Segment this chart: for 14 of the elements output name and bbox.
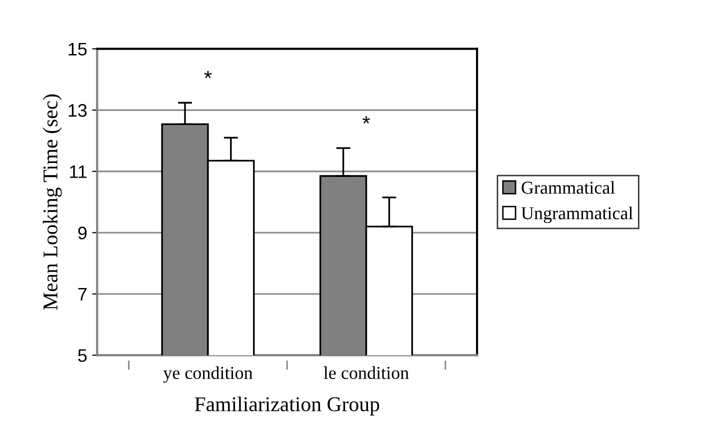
x-tick-label: ye condition: [163, 366, 253, 383]
annotation: *: [362, 116, 370, 124]
y-axis-title: Mean Looking Time (sec): [42, 94, 62, 310]
y-tick-label: 15: [68, 42, 87, 56]
y-tick-label: 5: [78, 349, 87, 362]
legend-label: Grammatical: [522, 181, 615, 194]
y-tick-label: 11: [70, 166, 87, 178]
x-axis-title: Familiarization Group: [194, 396, 380, 416]
legend-label: Ungrammatical: [521, 206, 633, 224]
y-tick-label: 9: [78, 226, 87, 240]
y-tick-label: 13: [68, 104, 87, 117]
annotation: *: [204, 70, 212, 78]
y-tick-label: 7: [78, 288, 87, 300]
x-tick-label: le condition: [324, 366, 409, 380]
